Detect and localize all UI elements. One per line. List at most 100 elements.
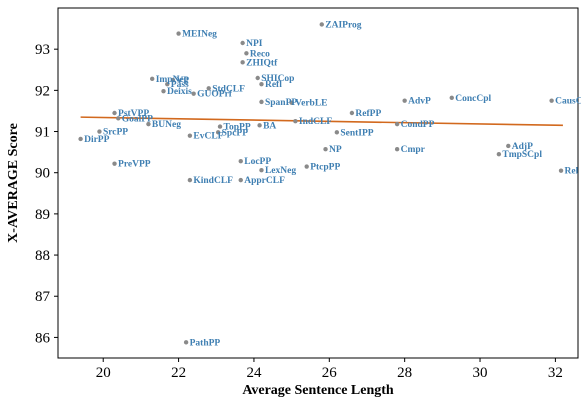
data-point: [161, 88, 166, 94]
data-point-label: Refl: [265, 80, 282, 90]
x-tick-label: 20: [96, 365, 111, 381]
data-point-label: CondPP: [401, 120, 435, 130]
x-tick-label: 24: [246, 365, 262, 381]
data-point: [187, 177, 193, 183]
x-tick-label: 30: [473, 365, 488, 381]
data-point: [97, 129, 102, 134]
data-point-label: CausCpl: [555, 97, 581, 107]
data-point-label: ApprCLF: [244, 176, 285, 186]
data-point: [238, 158, 243, 164]
data-point-label: AdvP: [408, 97, 431, 107]
data-point: [558, 168, 564, 173]
data-point-label: SpanPP: [265, 98, 297, 108]
data-point-label: Reco: [250, 49, 270, 59]
data-point-label: VerbLE: [295, 99, 327, 109]
data-point-label: ZHIQtf: [246, 58, 278, 68]
y-axis-ticks: 86 87 88 89 90 91 92 93: [35, 42, 58, 346]
data-point-label: TmpSCpl: [502, 150, 542, 160]
data-point-label: ImpNeg: [156, 75, 189, 85]
data-point-label: Cmpr: [401, 145, 426, 155]
x-axis-ticks: 20 22 24 26 28 30 32: [96, 358, 563, 381]
data-point: [244, 51, 249, 56]
data-point: [257, 123, 262, 128]
data-point: [394, 147, 400, 152]
trend-line: [80, 116, 563, 127]
data-point: [215, 130, 221, 135]
data-point-label: PreVPP: [118, 160, 151, 170]
data-point-label: Deixis: [167, 87, 192, 97]
y-tick-label: 93: [35, 42, 50, 58]
data-point: [334, 130, 340, 135]
data-point-label: BUNeg: [152, 120, 181, 130]
data-point-label: VP: [176, 76, 189, 86]
data-point-label: Pass: [171, 80, 189, 90]
data-point: [240, 60, 245, 65]
data-point: [319, 22, 324, 27]
data-point: [240, 40, 245, 46]
data-point: [191, 91, 196, 96]
data-point: [402, 98, 407, 103]
data-point: [255, 75, 260, 81]
data-point-label: GoalPP: [122, 114, 153, 124]
data-point-label: PtcpPP: [310, 163, 340, 173]
data-point-label: LexNeg: [265, 166, 296, 176]
data-point-label: TopPP: [224, 123, 251, 133]
data-point: [187, 133, 193, 138]
data-point: [449, 95, 454, 100]
data-point: [112, 110, 117, 116]
x-tick-label: 26: [322, 365, 338, 381]
data-point: [349, 110, 355, 116]
data-point: [549, 98, 554, 103]
data-point: [150, 76, 155, 82]
data-point-label: Rel: [565, 167, 579, 177]
data-point-label: PathPP: [190, 338, 221, 348]
data-point: [238, 177, 243, 183]
y-tick-label: 92: [35, 83, 50, 99]
data-point-label: NP: [329, 145, 342, 155]
data-point: [78, 136, 83, 142]
y-tick-label: 87: [35, 289, 51, 305]
data-point: [394, 121, 400, 127]
data-point-label: SpcPP: [222, 128, 249, 138]
data-point-label: IndCLF: [299, 117, 332, 127]
data-point: [112, 161, 117, 166]
data-point-label: GUOPrf: [197, 90, 233, 100]
data-point: [496, 151, 502, 157]
y-tick-label: 88: [35, 248, 50, 264]
y-tick-label: 91: [35, 125, 50, 141]
data-point: [146, 121, 151, 127]
data-point-label: DirPP: [84, 135, 110, 145]
data-point: [176, 31, 181, 36]
data-points: [78, 22, 564, 345]
data-point-label: SentIPP: [340, 128, 373, 138]
data-point-label: RefPP: [355, 109, 381, 119]
y-tick-label: 89: [35, 207, 50, 223]
y-tick-label: 86: [35, 330, 51, 346]
y-axis-title: X-AVERAGE Score: [6, 123, 21, 243]
data-point: [323, 147, 328, 152]
data-point-label: LocPP: [244, 157, 271, 167]
data-point: [304, 164, 309, 169]
data-point-label: ZAIProg: [325, 20, 361, 30]
data-point-label: StdCLF: [212, 84, 245, 94]
y-tick-label: 90: [35, 166, 50, 182]
data-point: [183, 340, 189, 345]
data-point-label: MEINeg: [182, 30, 217, 40]
data-point-label: SrcPP: [103, 128, 128, 138]
x-tick-label: 32: [548, 365, 563, 381]
data-point: [259, 81, 264, 87]
plot-area: 20 22 24 26 28 30 32 86 87 88 89 90 91 92 93 MEINeg ZA…: [35, 7, 581, 381]
data-point: [259, 99, 264, 105]
data-point-label: PstVPP: [118, 109, 149, 119]
data-point: [289, 100, 294, 105]
x-tick-label: 28: [397, 365, 412, 381]
data-point: [116, 116, 121, 121]
data-point: [259, 168, 264, 173]
data-point-label: KindCLF: [193, 176, 233, 186]
data-point-label: ConcCpl: [455, 94, 491, 104]
data-point-label: BA: [263, 121, 276, 131]
x-tick-label: 22: [171, 365, 186, 381]
data-point: [217, 124, 223, 129]
data-point-label: EvCLF: [193, 132, 223, 142]
